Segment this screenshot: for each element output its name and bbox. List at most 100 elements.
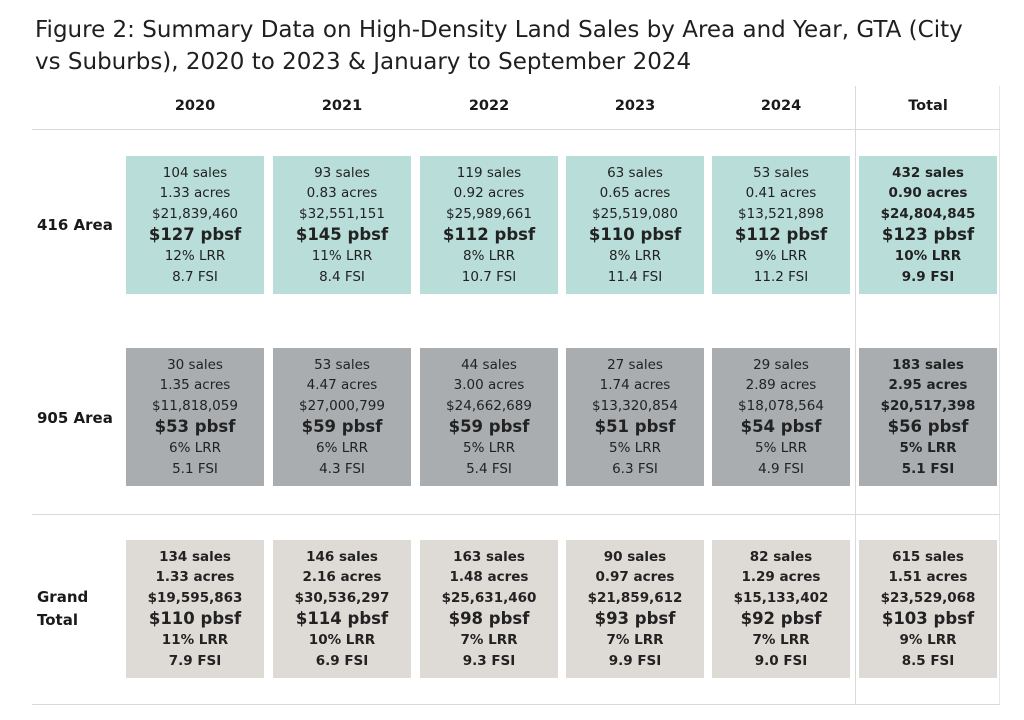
col-header-2020: 2020 [174, 98, 216, 114]
cell-pbsf: $110 pbsf [148, 609, 242, 629]
cell-acres: 0.41 acres [745, 185, 817, 202]
cell-acres: 1.48 acres [449, 569, 529, 586]
cell-lrr: 5% LRR [899, 440, 957, 457]
cell-sales: 615 sales [892, 548, 964, 565]
cell-pbsf: $54 pbsf [740, 417, 822, 437]
cell-amount: $13,521,898 [738, 205, 824, 222]
cell-acres: 1.51 acres [888, 569, 968, 586]
cell-fsi: 11.2 FSI [753, 268, 809, 285]
cell-acres: 1.74 acres [599, 377, 671, 394]
cell-lrr: 9% LRR [899, 632, 957, 649]
cell-amount: $20,517,398 [880, 397, 976, 414]
cell-grand-total-2022: 163 sales 1.48 acres $25,631,460 $98 pbsf 7%… [420, 540, 558, 678]
row-label-416: 416 Area [37, 216, 113, 234]
col-header-2021: 2021 [321, 98, 363, 114]
cell-grand-total-2024: 82 sales 1.29 acres $15,133,402 $92 pbsf 7% … [712, 540, 850, 678]
cell-fsi: 9.0 FSI [754, 652, 808, 669]
cell-lrr: 10% LRR [894, 248, 962, 265]
cell-amount: $18,078,564 [738, 397, 824, 414]
cell-pbsf: $92 pbsf [740, 609, 822, 629]
cell-fsi: 8.7 FSI [172, 268, 218, 285]
cell-pbsf: $103 pbsf [881, 609, 975, 629]
cell-sales: 134 sales [159, 548, 231, 565]
cell-sales: 53 sales [753, 164, 809, 181]
cell-grand-total-total: 615 sales 1.51 acres $23,529,068 $103 pbsf 9… [859, 540, 997, 678]
cell-905-2021: 53 sales 4.47 acres $27,000,799 $59 pbsf 6% … [273, 348, 411, 486]
cell-905-2020: 30 sales 1.35 acres $11,818,059 $53 pbsf 6% … [126, 348, 264, 486]
cell-fsi: 8.5 FSI [901, 652, 955, 669]
cell-sales: 104 sales [162, 164, 228, 181]
cell-fsi: 9.3 FSI [462, 652, 516, 669]
cell-amount: $30,536,297 [294, 589, 390, 606]
cell-sales: 30 sales [167, 356, 223, 373]
cell-pbsf: $56 pbsf [887, 417, 969, 437]
cell-fsi: 9.9 FSI [608, 652, 662, 669]
cell-sales: 163 sales [453, 548, 525, 565]
cell-pbsf: $59 pbsf [301, 417, 383, 437]
header-divider [32, 129, 1000, 130]
cell-lrr: 10% LRR [308, 632, 376, 649]
cell-lrr: 8% LRR [463, 248, 515, 265]
cell-sales: 82 sales [749, 548, 813, 565]
cell-pbsf: $110 pbsf [588, 225, 682, 245]
cell-fsi: 8.4 FSI [319, 268, 365, 285]
cell-sales: 27 sales [607, 356, 663, 373]
right-border [999, 86, 1000, 704]
cell-lrr: 6% LRR [316, 440, 368, 457]
cell-acres: 1.33 acres [155, 569, 235, 586]
cell-pbsf: $112 pbsf [442, 225, 536, 245]
cell-fsi: 6.9 FSI [315, 652, 369, 669]
cell-416-2022: 119 sales 0.92 acres $25,989,661 $112 pbsf 8… [420, 156, 558, 294]
cell-acres: 0.65 acres [599, 185, 671, 202]
cell-lrr: 7% LRR [752, 632, 810, 649]
cell-lrr: 6% LRR [169, 440, 221, 457]
cell-416-total: 432 sales 0.90 acres $24,804,845 $123 pbsf 1… [859, 156, 997, 294]
figure-title: Figure 2: Summary Data on High-Density L… [35, 17, 963, 75]
cell-grand-total-2021: 146 sales 2.16 acres $30,536,297 $114 pbsf 1… [273, 540, 411, 678]
cell-sales: 119 sales [456, 164, 522, 181]
cell-905-2022: 44 sales 3.00 acres $24,662,689 $59 pbsf 5% … [420, 348, 558, 486]
cell-pbsf: $114 pbsf [295, 609, 389, 629]
cell-pbsf: $112 pbsf [734, 225, 828, 245]
cell-amount: $15,133,402 [733, 589, 829, 606]
cell-amount: $25,989,661 [446, 205, 532, 222]
cell-lrr: 7% LRR [606, 632, 664, 649]
cell-acres: 1.33 acres [159, 185, 231, 202]
cell-pbsf: $53 pbsf [154, 417, 236, 437]
cell-sales: 53 sales [314, 356, 370, 373]
cell-416-2020: 104 sales 1.33 acres $21,839,460 $127 pbsf 1… [126, 156, 264, 294]
cell-acres: 2.16 acres [302, 569, 382, 586]
cell-acres: 0.90 acres [888, 185, 968, 202]
cell-amount: $11,818,059 [152, 397, 238, 414]
table-bottom-border [32, 704, 1000, 705]
cell-sales: 29 sales [753, 356, 809, 373]
cell-sales: 63 sales [607, 164, 663, 181]
cell-pbsf: $127 pbsf [148, 225, 242, 245]
cell-fsi: 4.9 FSI [758, 460, 804, 477]
cell-sales: 44 sales [461, 356, 517, 373]
cell-lrr: 12% LRR [164, 248, 226, 265]
cell-sales: 93 sales [314, 164, 370, 181]
cell-fsi: 4.3 FSI [319, 460, 365, 477]
cell-pbsf: $145 pbsf [295, 225, 389, 245]
cell-905-2024: 29 sales 2.89 acres $18,078,564 $54 pbsf 5% … [712, 348, 850, 486]
cell-grand-total-2023: 90 sales 0.97 acres $21,859,612 $93 pbsf 7% … [566, 540, 704, 678]
cell-amount: $25,631,460 [441, 589, 537, 606]
cell-acres: 2.89 acres [745, 377, 817, 394]
cell-fsi: 11.4 FSI [607, 268, 663, 285]
cell-amount: $21,839,460 [152, 205, 238, 222]
cell-416-2023: 63 sales 0.65 acres $25,519,080 $110 pbsf 8%… [566, 156, 704, 294]
cell-416-2024: 53 sales 0.41 acres $13,521,898 $112 pbsf 9%… [712, 156, 850, 294]
cell-acres: 0.97 acres [595, 569, 675, 586]
cell-sales: 146 sales [306, 548, 378, 565]
col-header-total: Total [908, 98, 948, 114]
cell-amount: $25,519,080 [592, 205, 678, 222]
cell-amount: $19,595,863 [147, 589, 243, 606]
cell-acres: 1.29 acres [741, 569, 821, 586]
cell-fsi: 10.7 FSI [461, 268, 517, 285]
cell-acres: 0.92 acres [453, 185, 525, 202]
cell-amount: $24,804,845 [880, 205, 976, 222]
cell-lrr: 7% LRR [460, 632, 518, 649]
cell-416-2021: 93 sales 0.83 acres $32,551,151 $145 pbsf 11… [273, 156, 411, 294]
cell-sales: 183 sales [892, 356, 964, 373]
